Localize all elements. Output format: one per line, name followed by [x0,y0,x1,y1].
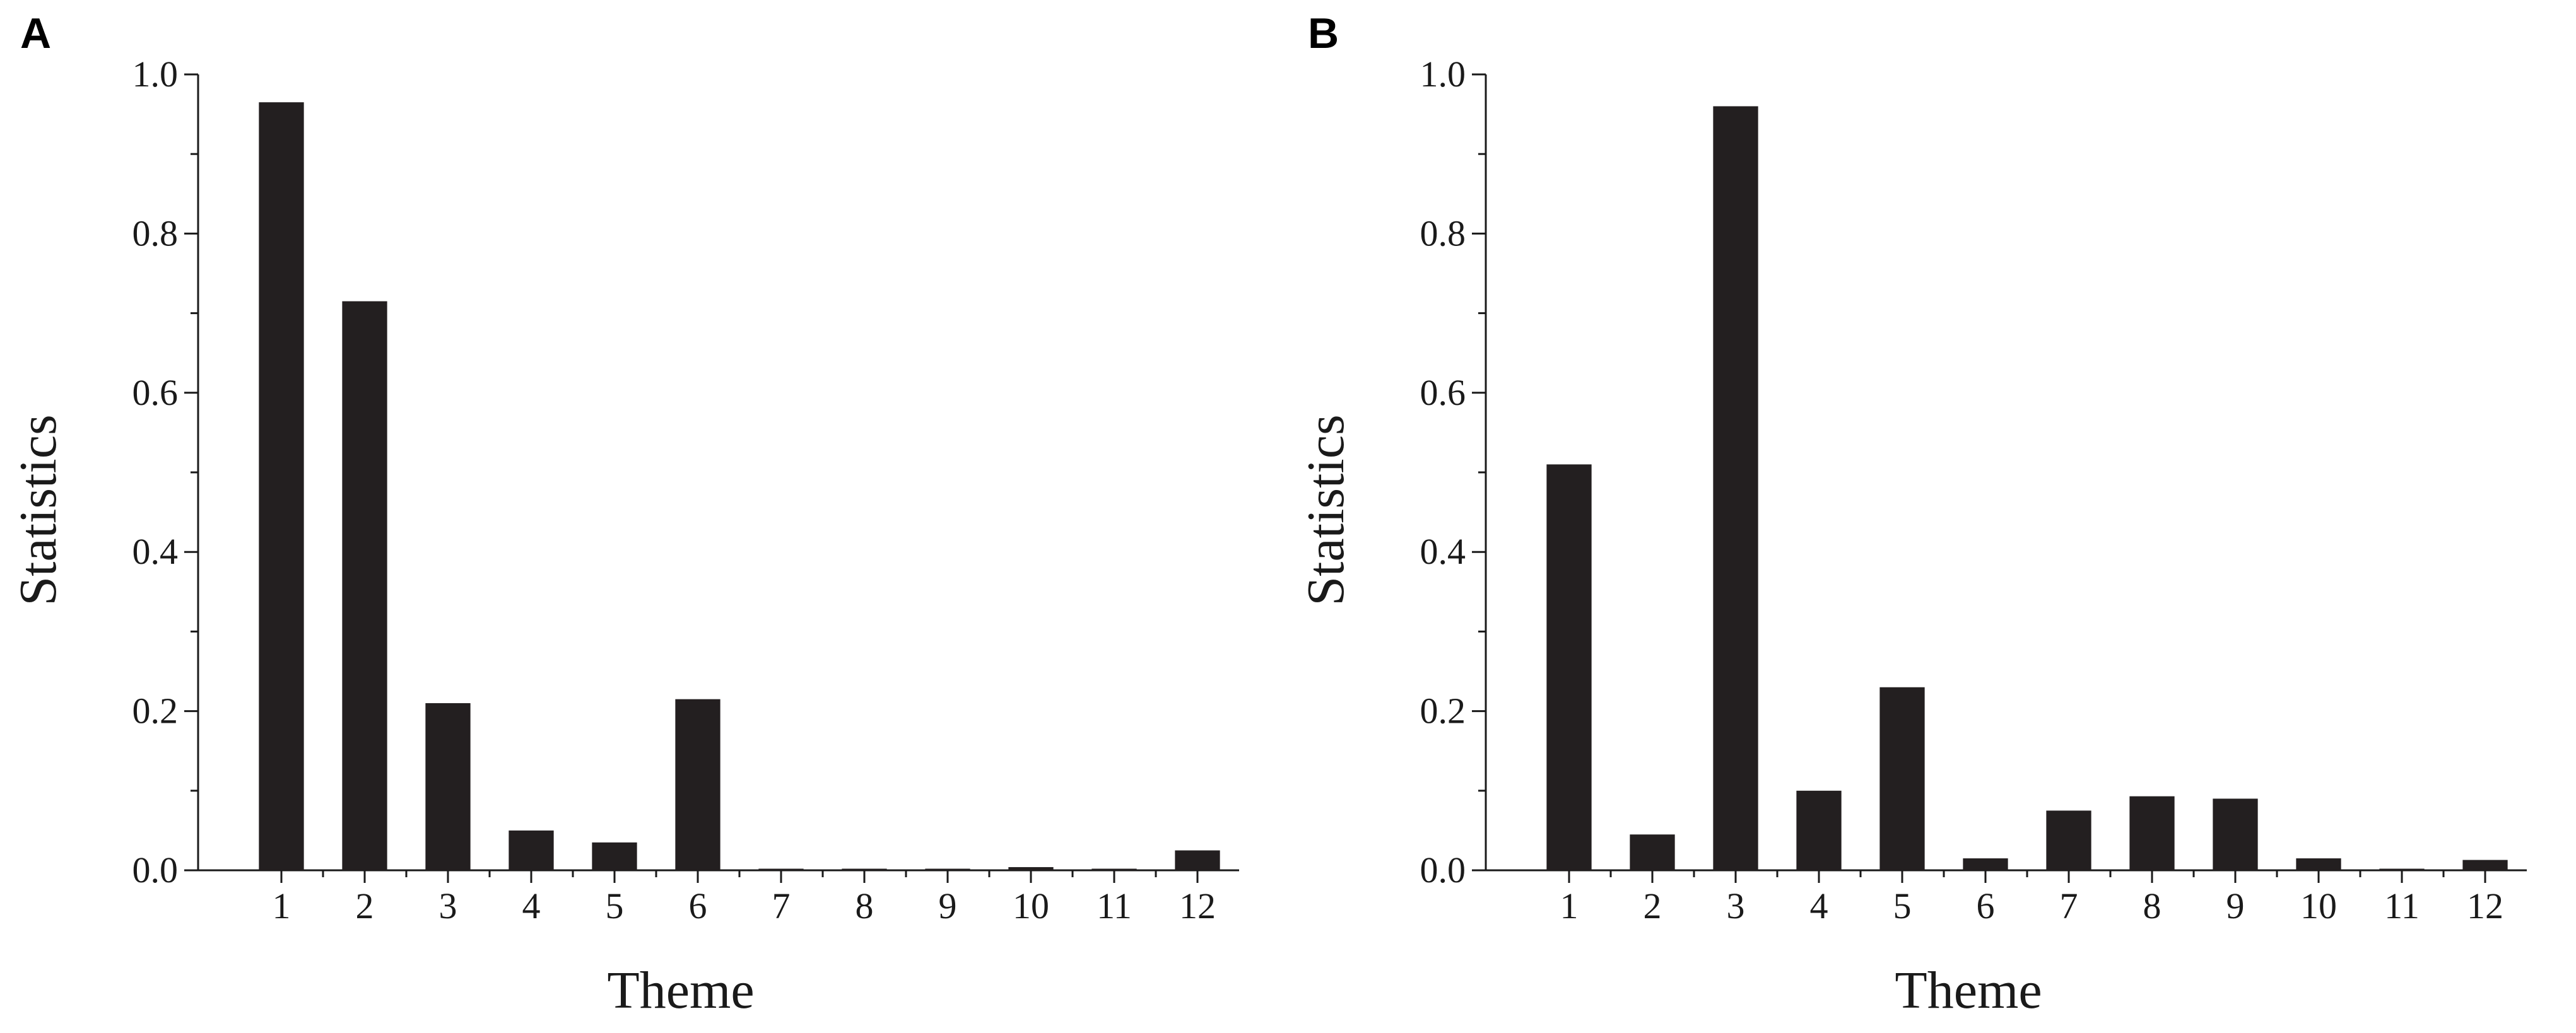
x-tick-label: 5 [1893,885,1912,926]
y-tick-label: 0.8 [132,213,179,254]
bar-theme-12 [1175,850,1220,870]
bar-theme-8 [2129,796,2175,870]
bar-theme-6 [1963,858,2008,870]
bar-theme-3 [1713,106,1758,871]
bar-theme-10 [2296,858,2341,870]
x-tick-label: 4 [522,885,541,926]
x-tick-label: 6 [689,885,707,926]
bar-theme-10 [1008,867,1054,870]
bar-chart-b: 0.00.20.40.60.81.01 2 3 4 5 6 7 8 9 10 11 12ThemeSt… [1297,54,2527,1020]
bar-theme-5 [592,842,637,870]
x-tick-label: 3 [439,885,457,926]
x-tick-label: 6 [1977,885,1995,926]
bar-theme-6 [675,699,720,870]
x-axis-title: Theme [1895,961,2042,1020]
x-tick-label: 11 [2384,885,2420,926]
bar-theme-7 [2046,810,2091,870]
x-tick-label: 7 [2060,885,2078,926]
bar-theme-1 [259,102,304,870]
x-tick-label: 10 [2300,885,2337,926]
x-tick-label: 8 [2143,885,2161,926]
panel-label-b: B [1308,9,1339,57]
y-tick-label: 0.4 [1420,531,1466,572]
bar-theme-11 [2379,868,2425,870]
bar-theme-9 [2213,798,2258,870]
y-axis-title: Statistics [1297,414,1355,605]
bar-theme-7 [758,868,804,870]
y-tick-label: 0.2 [1420,691,1466,732]
bar-theme-8 [842,868,887,870]
bar-theme-3 [425,703,471,870]
x-tick-label: 3 [1727,885,1745,926]
chart-panel-a: A 0.0 0.2 0.4 0.6 0.8 1.0 1 2 3 4 5 6 7 8 9 10 11 12 Theme… [9,9,1239,1020]
bar-theme-1 [1546,464,1592,870]
x-tick-label: 4 [1810,885,1828,926]
bar-theme-9 [925,868,970,870]
y-tick-label: 0.4 [132,531,179,572]
bar-theme-11 [1091,868,1137,870]
y-tick-label: 0.2 [132,691,179,732]
bar-theme-12 [2462,860,2508,870]
x-tick-label: 7 [772,885,791,926]
x-tick-label: 8 [856,885,874,926]
y-tick-label: 0.6 [1420,372,1466,413]
x-tick-label: 12 [2467,885,2503,926]
y-tick-label: 1.0 [1420,54,1466,95]
chart-panel-b: B 0.0 0.2 0.4 0.6 0.8 1.0 1 2 3 4 5 6 7 8 9 10 11 12 Theme… [1288,0,2575,1033]
bar-theme-5 [1879,687,1925,870]
x-tick-label: 2 [1644,885,1662,926]
x-tick-label: 9 [2226,885,2245,926]
bar-theme-2 [1630,834,1675,870]
x-tick-label: 11 [1097,885,1132,926]
bar-theme-4 [509,830,554,870]
x-tick-label: 9 [939,885,957,926]
x-tick-label: 2 [356,885,374,926]
y-tick-label: 1.0 [132,54,179,95]
panel-label-a: A [20,9,52,57]
y-tick-label: 0.0 [132,849,179,890]
x-tick-label: 1 [1560,885,1579,926]
x-tick-label: 12 [1179,885,1216,926]
y-tick-label: 0.0 [1420,849,1466,890]
x-tick-label: 1 [273,885,291,926]
x-axis-title: Theme [607,961,754,1020]
y-tick-label: 0.8 [1420,213,1466,254]
bar-chart-a: 0.00.20.40.60.81.01 2 3 4 5 6 7 8 9 10 11 12ThemeSt… [9,54,1239,1020]
y-tick-label: 0.6 [132,372,179,413]
x-tick-label: 5 [606,885,624,926]
bar-theme-2 [342,301,387,870]
y-axis-title: Statistics [9,414,68,605]
x-tick-label: 10 [1013,885,1049,926]
bar-theme-4 [1796,790,1842,870]
